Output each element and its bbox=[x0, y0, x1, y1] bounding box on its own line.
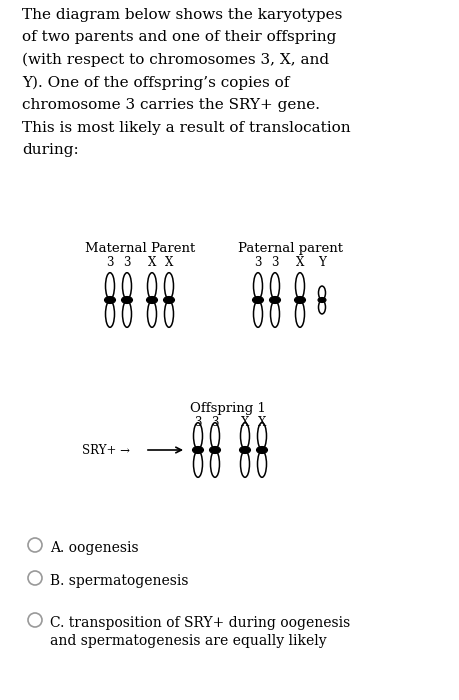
Text: X: X bbox=[258, 416, 266, 429]
Text: X: X bbox=[165, 256, 173, 269]
Text: SRY+ →: SRY+ → bbox=[82, 444, 130, 456]
Text: A. oogenesis: A. oogenesis bbox=[50, 541, 139, 555]
Text: 3: 3 bbox=[194, 416, 202, 429]
Ellipse shape bbox=[295, 297, 306, 304]
Ellipse shape bbox=[192, 447, 203, 454]
Text: B. spermatogenesis: B. spermatogenesis bbox=[50, 574, 189, 588]
Ellipse shape bbox=[269, 297, 280, 304]
Text: Maternal Parent: Maternal Parent bbox=[85, 242, 195, 255]
Ellipse shape bbox=[240, 447, 251, 454]
Text: Offspring 1: Offspring 1 bbox=[190, 402, 266, 415]
Text: Y: Y bbox=[318, 256, 326, 269]
Ellipse shape bbox=[122, 297, 133, 304]
Ellipse shape bbox=[257, 447, 268, 454]
Ellipse shape bbox=[146, 297, 157, 304]
Text: 3: 3 bbox=[123, 256, 131, 269]
Ellipse shape bbox=[163, 297, 174, 304]
Ellipse shape bbox=[105, 297, 116, 304]
Text: X: X bbox=[296, 256, 304, 269]
Text: 3: 3 bbox=[271, 256, 279, 269]
Text: The diagram below shows the karyotypes
of two parents and one of their offspring: The diagram below shows the karyotypes o… bbox=[22, 8, 351, 157]
Text: C. transposition of SRY+ during oogenesis
and spermatogenesis are equally likely: C. transposition of SRY+ during oogenesi… bbox=[50, 616, 350, 648]
Ellipse shape bbox=[252, 297, 263, 304]
Text: Paternal parent: Paternal parent bbox=[237, 242, 342, 255]
Ellipse shape bbox=[209, 447, 220, 454]
Ellipse shape bbox=[318, 298, 326, 302]
Text: 3: 3 bbox=[106, 256, 114, 269]
Text: X: X bbox=[148, 256, 156, 269]
Text: 3: 3 bbox=[211, 416, 219, 429]
Text: X: X bbox=[241, 416, 249, 429]
Text: 3: 3 bbox=[254, 256, 262, 269]
